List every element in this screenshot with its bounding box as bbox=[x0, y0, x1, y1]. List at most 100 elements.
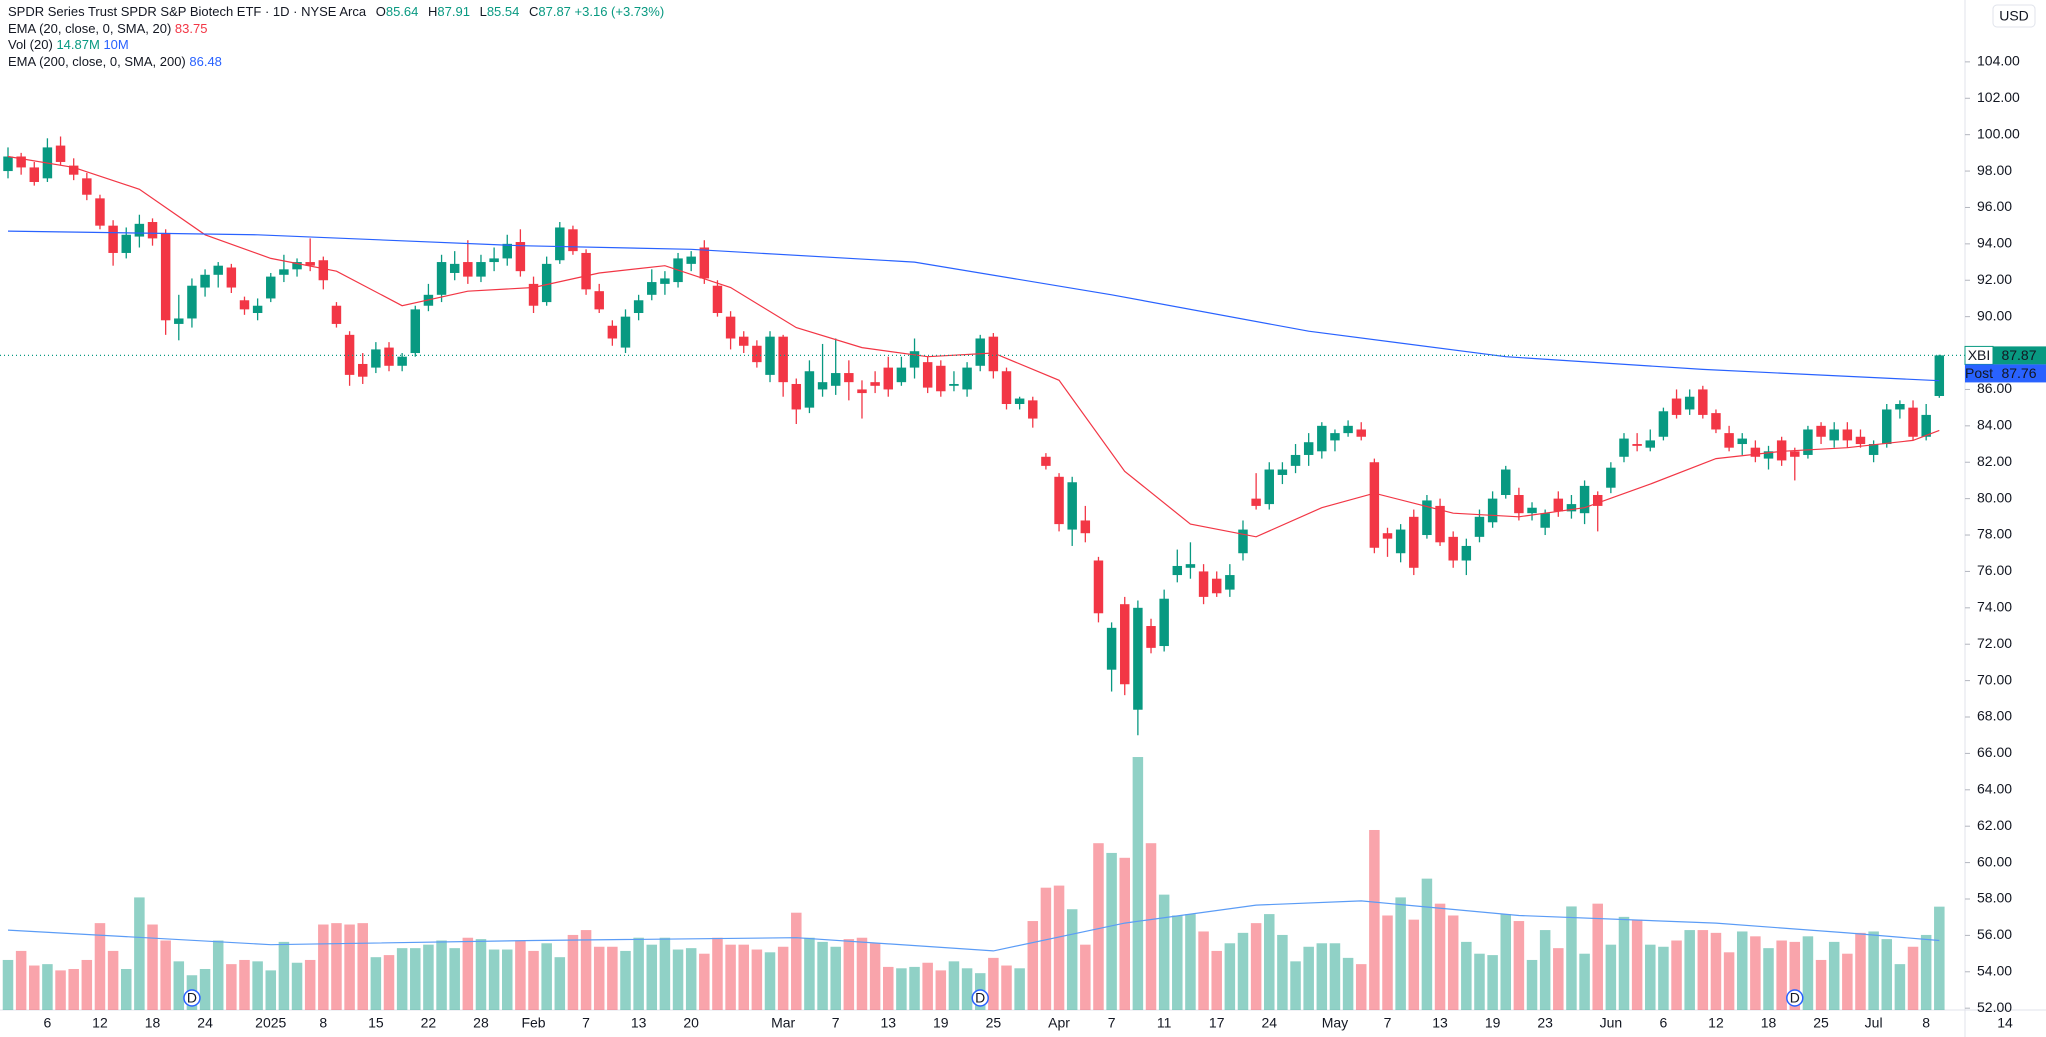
candle-body bbox=[883, 367, 893, 390]
volume-bar bbox=[580, 930, 592, 1010]
indicator-value: 10M bbox=[103, 37, 129, 52]
candle-body bbox=[1133, 607, 1143, 710]
x-tick-label: 11 bbox=[1157, 1015, 1172, 1031]
volume-bar bbox=[1014, 968, 1025, 1010]
candle-body bbox=[1803, 429, 1813, 455]
volume-bar bbox=[1447, 915, 1459, 1010]
indicator-row[interactable]: Vol (20) 14.87M 10M bbox=[8, 37, 664, 54]
volume-bar bbox=[528, 950, 539, 1010]
x-tick-label: 14 bbox=[1997, 1015, 2013, 1031]
x-tick-label: 7 bbox=[582, 1015, 590, 1031]
volume-bar bbox=[685, 948, 697, 1010]
volume-bar bbox=[134, 897, 145, 1010]
candle-body bbox=[68, 165, 79, 175]
y-tick-label: 66.00 bbox=[1977, 744, 2012, 760]
candle-body bbox=[29, 167, 40, 182]
dividend-marker: D bbox=[1786, 989, 1804, 1007]
volume-bar bbox=[567, 934, 579, 1010]
candle-body bbox=[1829, 429, 1839, 441]
volume-bar bbox=[1592, 903, 1603, 1010]
candle-body bbox=[1211, 578, 1222, 594]
candle-body bbox=[528, 283, 539, 306]
dividend-label: D bbox=[1790, 990, 1800, 1006]
candle-body bbox=[739, 336, 749, 346]
volume-bar bbox=[304, 959, 316, 1010]
volume-bar bbox=[1776, 940, 1787, 1010]
indicator-name: EMA (20, close, 0, SMA, 20) bbox=[8, 20, 172, 36]
volume-bar bbox=[869, 943, 881, 1010]
candle-body bbox=[1172, 565, 1183, 576]
volume-bar bbox=[1369, 829, 1380, 1010]
volume-bar bbox=[1539, 930, 1551, 1010]
candle-body bbox=[344, 334, 355, 375]
indicator-row[interactable]: EMA (200, close, 0, SMA, 200) 86.48 bbox=[8, 54, 664, 71]
candle-body bbox=[712, 285, 723, 314]
candle-body bbox=[1908, 407, 1918, 437]
candle-body bbox=[1369, 462, 1380, 548]
currency-button[interactable] bbox=[1992, 4, 2036, 28]
volume-bar bbox=[659, 937, 671, 1010]
ohlc-key: H bbox=[428, 4, 438, 19]
candle-body bbox=[870, 382, 880, 386]
volume-bar bbox=[370, 957, 382, 1010]
ohlc-key: O bbox=[375, 4, 386, 19]
candle-body bbox=[1185, 564, 1196, 568]
candle-body bbox=[1014, 398, 1025, 404]
candle-body bbox=[1277, 469, 1288, 475]
candle-body bbox=[686, 256, 696, 264]
x-tick-label: Apr bbox=[1048, 1015, 1070, 1031]
x-tick-label: 7 bbox=[1384, 1015, 1392, 1031]
volume-bar bbox=[1001, 965, 1012, 1010]
volume-bar bbox=[1040, 887, 1052, 1010]
volume-bar bbox=[1920, 934, 1932, 1010]
x-tick-label: 23 bbox=[1537, 1015, 1553, 1031]
candle-body bbox=[1579, 485, 1590, 514]
candle-body bbox=[147, 222, 158, 239]
candle-body bbox=[226, 267, 237, 288]
volume-bar bbox=[1408, 919, 1420, 1010]
y-tick-label: 62.00 bbox=[1977, 817, 2012, 833]
candle-body bbox=[660, 278, 670, 284]
volume-bar bbox=[1277, 934, 1288, 1010]
volume-bar bbox=[607, 946, 618, 1010]
volume-bar bbox=[672, 949, 684, 1010]
x-tick-label: 13 bbox=[880, 1015, 896, 1031]
x-tick-label: 12 bbox=[92, 1015, 108, 1031]
candle-body bbox=[16, 156, 26, 168]
volume-bar bbox=[1684, 930, 1695, 1010]
volume-bar bbox=[1934, 906, 1945, 1010]
y-tick-label: 86.00 bbox=[1977, 380, 2012, 396]
volume-bar bbox=[449, 948, 460, 1010]
volume-bar bbox=[462, 937, 474, 1010]
y-tick-label: 74.00 bbox=[1977, 599, 2012, 615]
y-tick-label: 100.00 bbox=[1977, 125, 2020, 141]
volume-bar bbox=[1434, 903, 1446, 1010]
volume-bar bbox=[1815, 959, 1827, 1010]
y-tick-label: 102.00 bbox=[1977, 89, 2020, 105]
x-tick-label: 6 bbox=[1660, 1015, 1668, 1031]
volume-bar bbox=[1461, 941, 1472, 1010]
volume-bar bbox=[593, 946, 605, 1010]
volume-bar bbox=[1697, 930, 1709, 1010]
indicator-row[interactable]: EMA (20, close, 0, SMA, 20) 83.75 bbox=[8, 21, 664, 38]
candle-body bbox=[252, 305, 263, 314]
volume-bar bbox=[725, 944, 736, 1010]
x-tick-label: 6 bbox=[44, 1015, 52, 1031]
x-tick-label: 18 bbox=[145, 1015, 161, 1031]
candle-body bbox=[489, 258, 499, 263]
candle-body bbox=[1566, 504, 1577, 512]
y-tick-label: 70.00 bbox=[1977, 671, 2012, 687]
volume-bar bbox=[475, 939, 487, 1010]
candle-body bbox=[1435, 505, 1445, 543]
candle-body bbox=[1921, 414, 1931, 437]
post-tag-label: Post bbox=[1965, 365, 1993, 381]
candle-body bbox=[1698, 389, 1708, 415]
candle-body bbox=[1684, 396, 1695, 410]
volume-bar bbox=[1631, 919, 1643, 1010]
symbol-row: SPDR Series Trust SPDR S&P Biotech ETF ·… bbox=[8, 4, 664, 21]
candle-body bbox=[1842, 429, 1853, 441]
volume-bar bbox=[935, 970, 947, 1010]
volume-bar bbox=[817, 941, 828, 1010]
y-tick-label: 80.00 bbox=[1977, 489, 2012, 505]
volume-bar bbox=[1172, 915, 1183, 1010]
